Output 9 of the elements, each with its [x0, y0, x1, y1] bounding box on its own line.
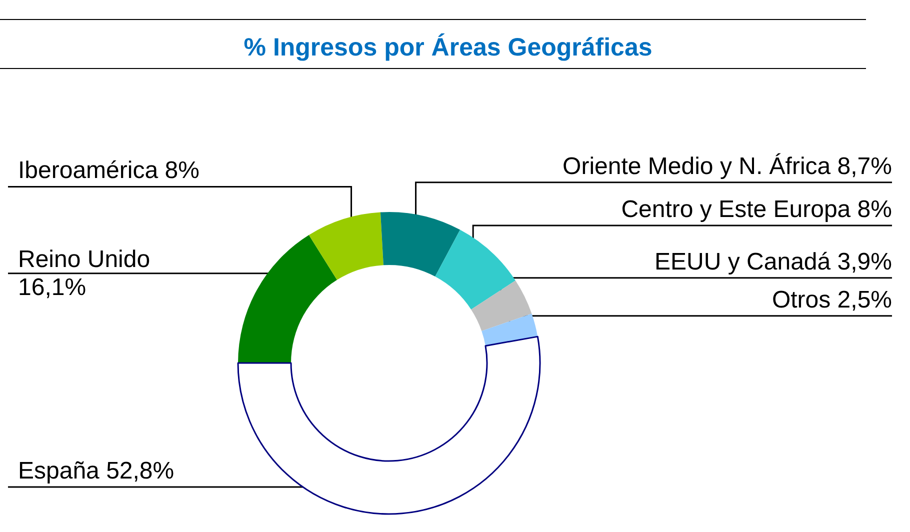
data-label: 16,1%: [18, 274, 86, 301]
slice-label: EEUU y Canadá 3,9%: [654, 248, 892, 276]
slice-label: Oriente Medio y N. África 8,7%: [562, 152, 892, 180]
chart-title: % Ingresos por Áreas Geográficas: [244, 32, 652, 62]
slice-label: Centro y Este Europa 8%: [621, 196, 892, 224]
slice-label: España 52,8%: [18, 458, 174, 485]
slice-label: Otros 2,5%: [772, 286, 892, 314]
slice-label: Iberoamérica 8%: [18, 157, 200, 184]
slice-label: Reino Unido: [18, 246, 150, 273]
